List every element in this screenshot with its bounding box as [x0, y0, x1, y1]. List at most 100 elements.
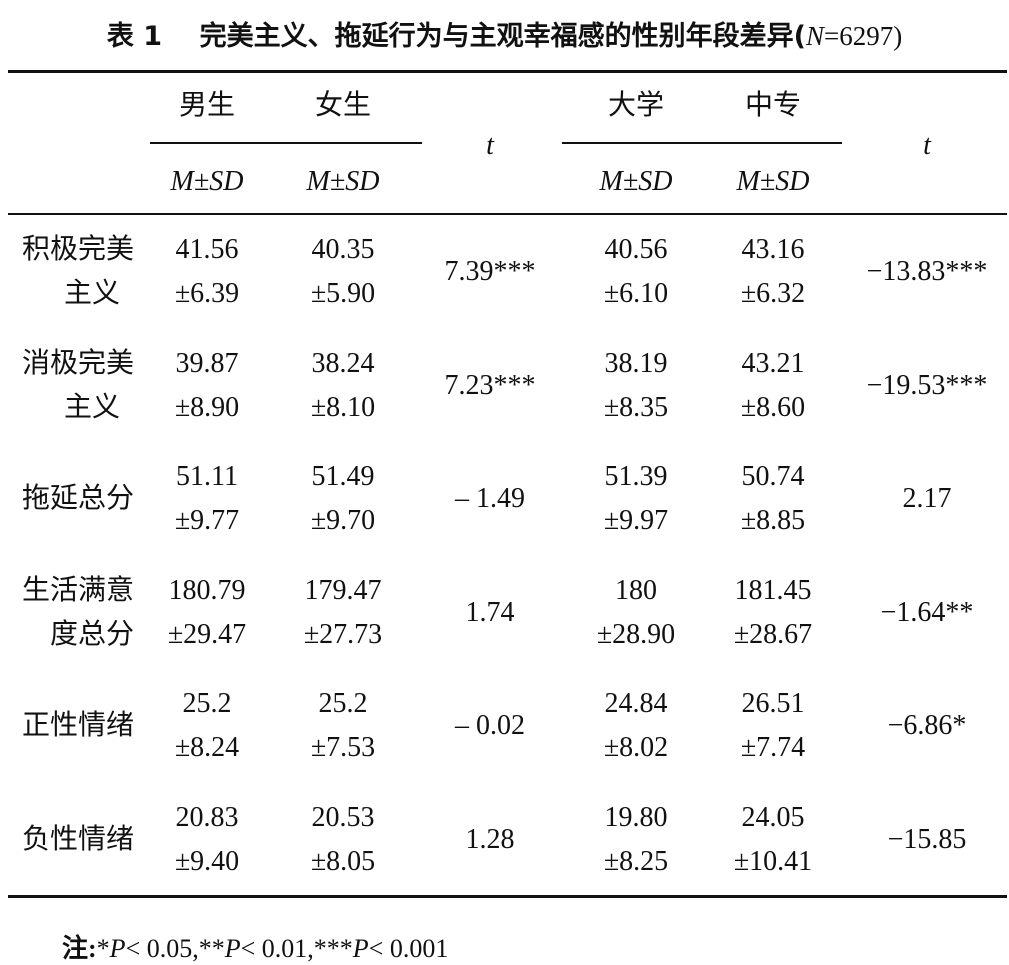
t-value: 1.28 — [465, 824, 515, 855]
group-header: 男生 — [178, 90, 236, 121]
note-stars: * — [96, 934, 110, 963]
mean-value: 24.84 — [604, 688, 668, 720]
sd-value: ±8.05 — [310, 846, 376, 877]
mean-value: 51.11 — [176, 461, 238, 493]
t-value: −15.85 — [887, 824, 967, 855]
sd-value: ±5.90 — [310, 278, 376, 309]
t-value: 7.23*** — [444, 369, 536, 401]
sd-value: ±9.77 — [174, 505, 240, 537]
note-label: 注: — [62, 934, 97, 963]
t-value: −13.83*** — [866, 256, 988, 287]
sd-value: ±8.85 — [740, 505, 806, 537]
row-label: 消极完美 — [21, 347, 135, 379]
mean-value: 180 — [615, 574, 657, 606]
sd-value: ±8.10 — [310, 391, 376, 423]
note-stars: *** — [313, 934, 353, 963]
table-title: 表 1 完美主义、拖延行为与主观幸福感的性别年段差异(N=6297) — [0, 14, 1009, 53]
sd-value: ±28.90 — [596, 618, 676, 650]
sd-value: ±8.25 — [603, 846, 669, 877]
row-label: 负性情绪 — [21, 824, 135, 855]
sd-value: ±6.32 — [740, 278, 806, 309]
sd-value: ±8.02 — [603, 732, 669, 764]
row-label: 度总分 — [49, 618, 135, 650]
group-header: 女生 — [314, 90, 372, 121]
mean-value: 51.39 — [604, 461, 668, 493]
sd-value: ±9.70 — [310, 505, 376, 537]
mean-value: 38.19 — [604, 347, 668, 379]
t-header: t — [923, 130, 931, 161]
mean-value: 179.47 — [304, 574, 382, 606]
group-header: 大学 — [607, 90, 665, 121]
sd-value: ±8.60 — [740, 391, 806, 423]
sd-value: ±8.35 — [603, 391, 669, 423]
stat-header: M±SD — [599, 166, 673, 197]
mean-value: 39.87 — [175, 347, 239, 379]
note-p: P — [352, 934, 369, 963]
mean-value: 26.51 — [741, 688, 805, 720]
note-threshold: < 0.05, — [125, 934, 199, 963]
note-threshold: < 0.01, — [240, 934, 314, 963]
mean-value: 38.24 — [311, 347, 375, 379]
t-value: −6.86* — [887, 710, 967, 742]
t-value: – 0.02 — [455, 710, 525, 742]
top-rule — [8, 70, 1007, 73]
sd-value: ±8.24 — [174, 732, 240, 764]
row-label: 主义 — [63, 278, 121, 309]
sd-value: ±6.39 — [174, 278, 240, 309]
title-rest: =6297) — [823, 21, 903, 51]
row-label: 生活满意 — [21, 574, 135, 606]
group-rule — [562, 142, 842, 144]
sd-value: ±9.40 — [174, 846, 240, 877]
row-label: 主义 — [63, 391, 121, 423]
mean-value: 19.80 — [604, 802, 668, 833]
mean-value: 20.83 — [175, 802, 239, 833]
sd-value: ±27.73 — [303, 618, 383, 650]
mean-value: 20.53 — [311, 802, 375, 833]
mean-value: 40.35 — [311, 234, 375, 265]
t-value: −1.64** — [880, 596, 974, 628]
stat-header: M±SD — [170, 166, 244, 197]
sd-value: ±8.90 — [174, 391, 240, 423]
mean-value: 40.56 — [604, 234, 668, 265]
mean-value: 41.56 — [175, 234, 239, 265]
stat-header: M±SD — [306, 166, 380, 197]
t-value: −19.53*** — [866, 369, 988, 401]
t-header: t — [486, 130, 494, 161]
note-p: P — [224, 934, 241, 963]
t-value: 7.39*** — [444, 256, 536, 287]
table-number: 表 1 — [106, 21, 162, 52]
sd-value: ±28.67 — [733, 618, 813, 650]
sd-value: ±29.47 — [167, 618, 247, 650]
sd-value: ±9.97 — [603, 505, 669, 537]
mean-value: 24.05 — [741, 802, 805, 833]
table-note: 注:*P< 0.05,**P< 0.01,***P< 0.001 — [62, 928, 448, 965]
title-n: N — [805, 21, 824, 51]
mean-value: 25.2 — [182, 688, 232, 720]
group-header: 中专 — [744, 90, 802, 121]
title-text: 完美主义、拖延行为与主观幸福感的性别年段差异( — [199, 21, 806, 52]
row-label: 拖延总分 — [21, 483, 135, 515]
mean-value: 180.79 — [168, 574, 246, 606]
note-stars: ** — [198, 934, 225, 963]
t-value: 1.74 — [465, 596, 515, 628]
header-rule — [8, 213, 1007, 215]
mean-value: 50.74 — [741, 461, 805, 493]
mean-value: 51.49 — [311, 461, 375, 493]
mean-value: 181.45 — [734, 574, 812, 606]
t-value: 2.17 — [902, 483, 952, 515]
stat-header: M±SD — [736, 166, 810, 197]
mean-value: 43.16 — [741, 234, 805, 265]
note-threshold: < 0.001 — [368, 934, 449, 963]
sd-value: ±7.74 — [740, 732, 806, 764]
sd-value: ±10.41 — [733, 846, 813, 877]
row-label: 正性情绪 — [21, 710, 135, 742]
bottom-rule — [8, 895, 1007, 898]
sd-value: ±7.53 — [310, 732, 376, 764]
row-label: 积极完美 — [21, 234, 135, 265]
mean-value: 25.2 — [318, 688, 368, 720]
t-value: – 1.49 — [455, 483, 525, 515]
group-rule — [150, 142, 422, 144]
mean-value: 43.21 — [741, 347, 805, 379]
sd-value: ±6.10 — [603, 278, 669, 309]
